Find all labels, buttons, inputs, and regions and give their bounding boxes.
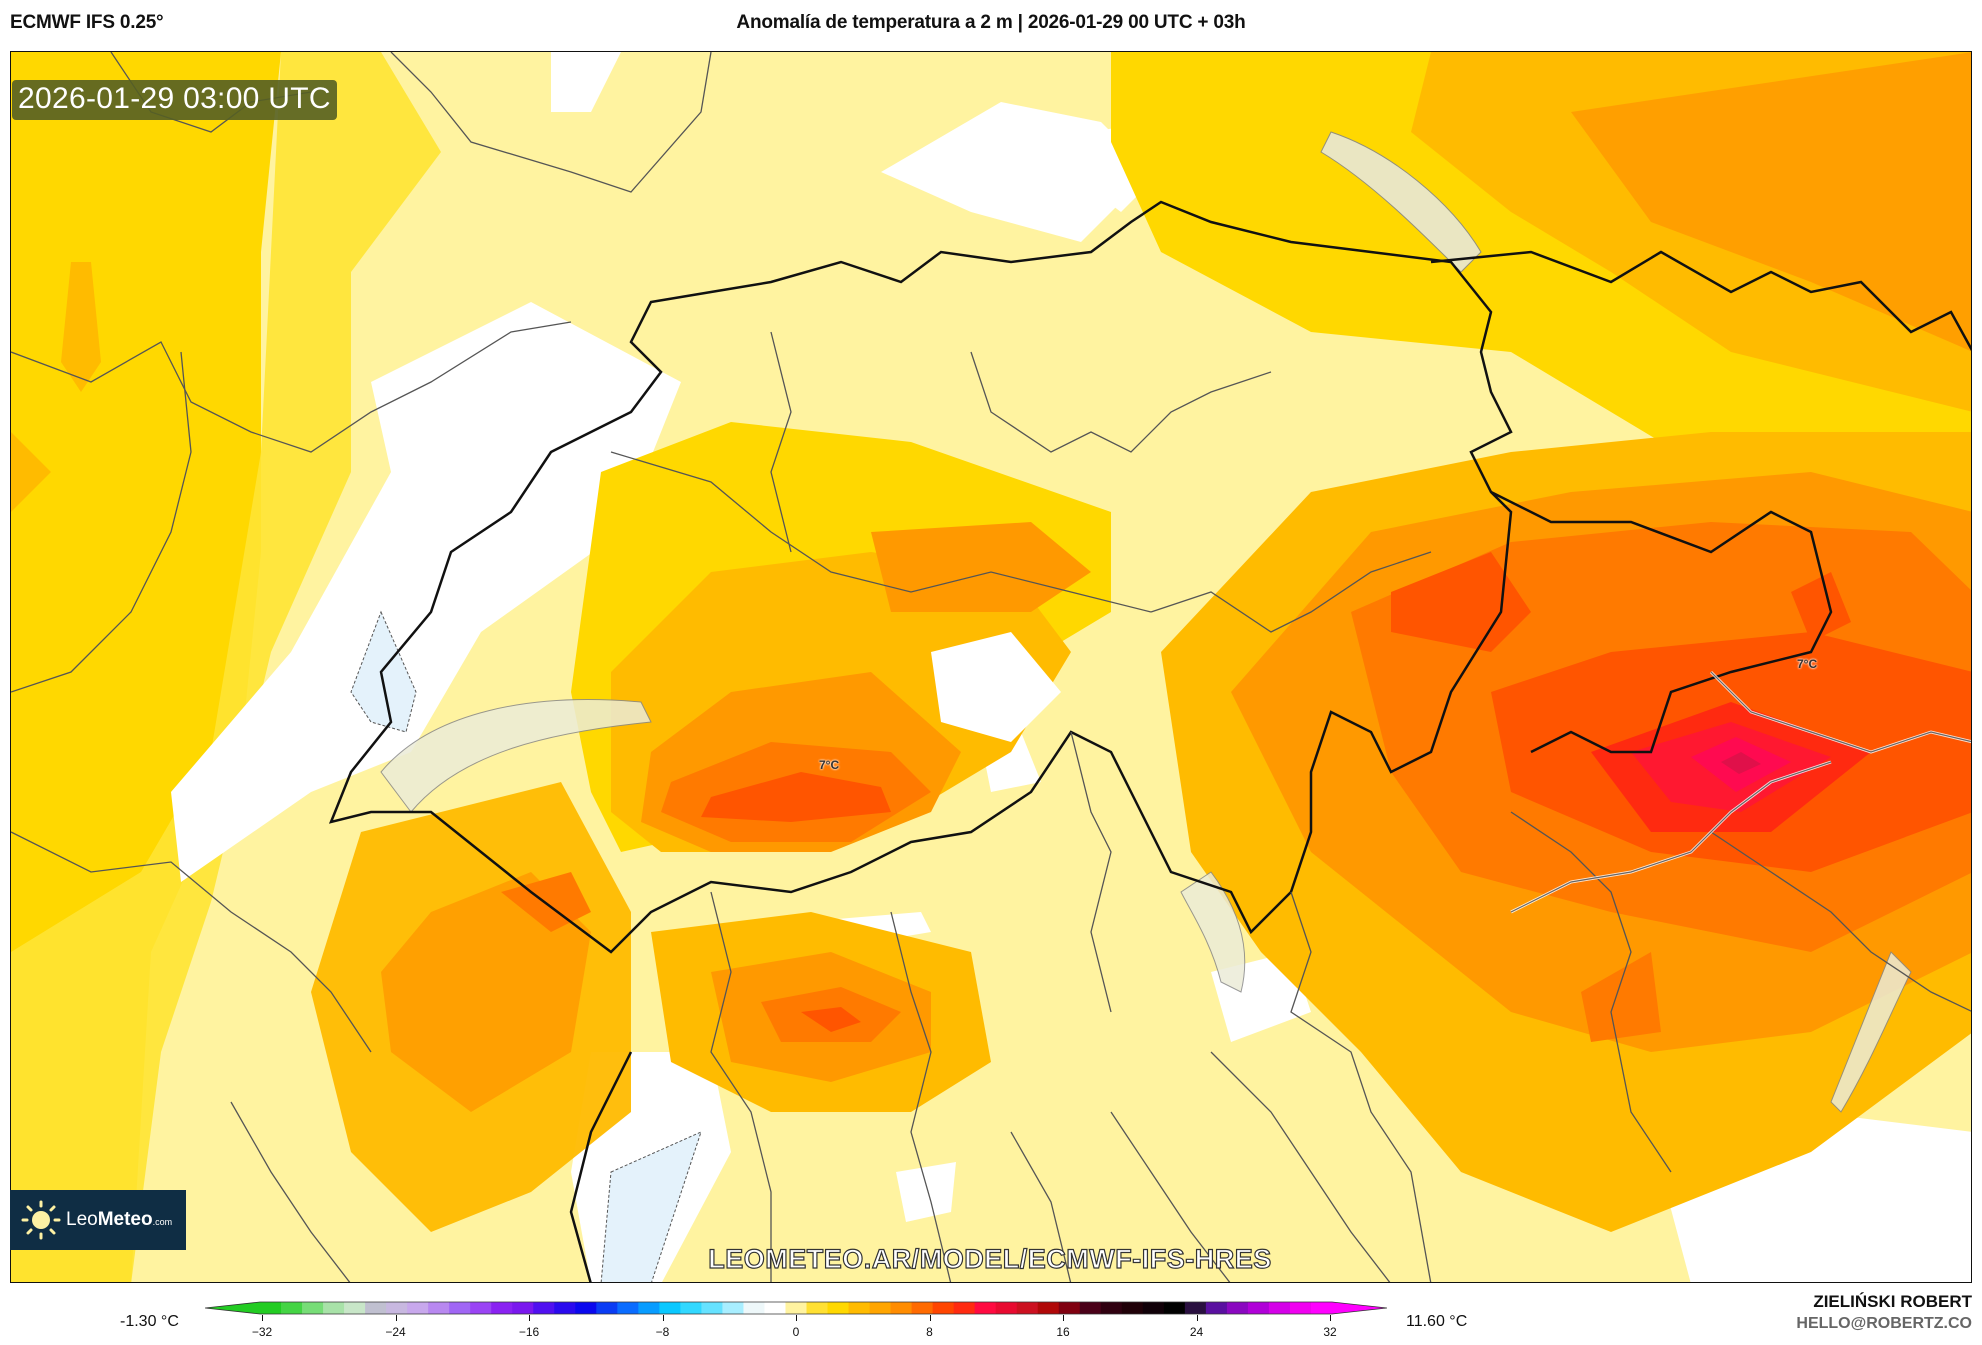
colorbar-tick <box>796 1315 797 1321</box>
min-value-label: -1.30 °C <box>120 1313 179 1330</box>
watermark-url: LEOMETEO.AR/MODEL/ECMWF-IFS-HRES <box>708 1243 1272 1274</box>
colorbar-tick-label: −24 <box>385 1325 406 1339</box>
colorbar-tick-label: 0 <box>792 1325 800 1339</box>
colorbar-tick-label: −32 <box>251 1325 273 1339</box>
valid-time-stamp: 2026-01-29 03:00 UTC <box>12 80 337 120</box>
max-value-label: 11.60 °C <box>1406 1313 1468 1330</box>
colorbar-tick-label: 32 <box>1323 1325 1337 1339</box>
map-panel[interactable]: 7°C 7°C <box>10 51 1972 1283</box>
colorbar-tick-label: 16 <box>1056 1325 1070 1339</box>
contour-label-east: 7°C <box>1797 657 1818 671</box>
colorbar-tick <box>929 1315 931 1321</box>
author-name: ZIELIŃSKI ROBERT <box>1813 1292 1972 1311</box>
colorbar-tick <box>262 1315 263 1321</box>
temperature-anomaly-map <box>11 52 1971 1282</box>
colorbar-tick <box>1063 1315 1064 1321</box>
colorbar-tick-label: −16 <box>518 1325 540 1339</box>
colorbar-ticks: −32 −24 −16 −8 0 8 16 24 32 <box>0 1315 1982 1345</box>
contour-label-west: 7°C <box>819 758 840 772</box>
colorbar-tick <box>1196 1315 1198 1321</box>
colorbar-tick <box>395 1315 397 1321</box>
chart-title: Anomalía de temperatura a 2 m | 2026-01-… <box>736 12 1246 33</box>
colorbar-tick-label: −8 <box>655 1325 670 1339</box>
colorbar-tick <box>529 1315 530 1321</box>
colorbar-tick <box>1330 1315 1331 1321</box>
colorbar <box>205 1301 1387 1315</box>
logo-text: LeoMeteo.com <box>66 1209 173 1230</box>
colorbar-tick <box>662 1315 664 1321</box>
sun-icon <box>21 1200 61 1240</box>
leometeo-logo[interactable]: LeoMeteo.com <box>10 1190 186 1250</box>
colorbar-tick-label: 24 <box>1189 1325 1204 1339</box>
model-name: ECMWF IFS 0.25° <box>10 12 164 33</box>
author-email[interactable]: HELLO@ROBERTZ.CO <box>1796 1315 1972 1332</box>
colorbar-tick-label: 8 <box>926 1325 933 1339</box>
